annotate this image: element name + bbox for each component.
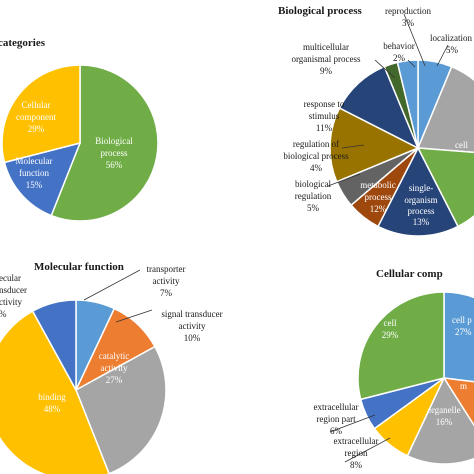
pie-slice-catalytic-activity (75, 345, 167, 474)
chart3-label-binding: binding (38, 392, 66, 402)
chart4-label-exr-1: extracellular (334, 436, 379, 446)
chart2-label-single-2: organism (404, 195, 437, 205)
leader-extracellular-region-part (329, 414, 376, 433)
chart3-label-moltrans-3: ctivity (0, 297, 22, 307)
chart1-label-molecular-2: function (19, 168, 49, 178)
chart3-label-catalytic-2: activity (101, 363, 128, 373)
pie-chart-cellular-component (357, 291, 474, 465)
chart3-label-signal-pct: 10% (184, 333, 201, 343)
chart2-label-single-pct: 13% (413, 217, 430, 227)
chart4-label-cell-pct: 29% (382, 330, 399, 340)
chart2-label-metabolic-pct: 12% (370, 204, 387, 214)
chart3-label-transporter-2: activity (153, 276, 180, 286)
chart2-label-regulation-1: regulation of (293, 139, 339, 149)
chart3-label-moltrans-pct: % (0, 309, 7, 319)
chart2-label-bioreg-2: regulation (295, 191, 332, 201)
chart4-label-exrp-pct: 6% (330, 426, 343, 436)
chart2-label-response-pct: 11% (316, 123, 333, 133)
pie-slice-metabolic-process (377, 146, 459, 237)
chart3-label-transporter-1: transporter (147, 264, 186, 274)
chart4-label-organelle: organelle (427, 405, 460, 415)
chart4-title: Cellular comp (376, 268, 443, 280)
pie-chart-molecular-function (0, 299, 167, 474)
chart3-label-catalytic-pct: 27% (106, 375, 123, 385)
pie-slice-response-to-stimulus (329, 107, 420, 183)
chart2-label-regulation-pct: 4% (310, 163, 323, 173)
pie-slice-reproduction (396, 59, 419, 149)
pie-slice-molecular-transducer-activity (31, 299, 77, 391)
chart3-label-moltrans-2: nsducer (0, 285, 27, 295)
leader-behavior (407, 59, 416, 68)
chart1-label-cellular-2: component (16, 112, 56, 122)
leader-multicellular (374, 59, 396, 79)
leader-biological-regulation (327, 173, 361, 187)
chart3-title: Molecular function (34, 261, 124, 273)
pie-slice-organelle (406, 376, 474, 465)
chart2-label-behavior: behavior (383, 41, 415, 51)
pie-slice-binding (0, 310, 111, 474)
chart2-label-single-1: single- (409, 183, 434, 193)
chart4-label-exrp-1: extracellular (314, 402, 359, 412)
chart2-label-metabolic-1: metabolic (360, 180, 396, 190)
chart4-label-exrp-2: region part (316, 414, 356, 424)
chart4-label-cellpart: cell p (452, 315, 472, 325)
chart2-label-response-2: stimulus (309, 111, 340, 121)
chart1-label-molecular-pct: 15% (26, 180, 43, 190)
chart2-label-reproduction-pct: 3% (402, 18, 415, 28)
pie-slice-cell (357, 291, 445, 401)
chart2-label-reproduction: reproduction (385, 6, 431, 16)
chart2-label-bioreg-1: biological (295, 179, 331, 189)
leader-lines (83, 13, 449, 463)
chart1-title: categories (0, 37, 46, 49)
chart3-label-signal-2: activity (179, 321, 206, 331)
chart3-label-catalytic-1: catalytic (99, 351, 129, 361)
leader-extracellular-region (344, 437, 391, 463)
chart1-label-biological-2: process (101, 148, 128, 158)
pie-slice-cell-part (443, 291, 474, 383)
pie-slice-cellular-process (416, 65, 474, 154)
chart2-label-metabolic-2: process (365, 192, 392, 202)
chart4-label-cell: cell (384, 318, 397, 328)
chart1-label-biological-1: Biological (95, 136, 133, 146)
chart1-label-biological-pct: 56% (106, 160, 123, 170)
pie-slice-biological-process (50, 64, 159, 222)
chart3-label-moltrans-1: ecular (0, 273, 21, 283)
chart2-label-single-3: process (408, 206, 435, 216)
pie-chart-categories (1, 64, 159, 222)
chart2-label-multicellular-pct: 9% (320, 66, 333, 76)
chart2-label-bioreg-pct: 5% (307, 203, 320, 213)
chart2-label-regulation-2: biological process (283, 151, 349, 161)
chart1-label-cellular-pct: 29% (28, 124, 45, 134)
pie-chart-biological-process (329, 59, 474, 237)
chart2-label-behavior-pct: 2% (393, 53, 406, 63)
pie-slice-single-organism-process (416, 147, 474, 228)
chart4-label-cellpart-pct: 27% (455, 327, 472, 337)
chart2-label-response-1: response to (304, 99, 345, 109)
chart2-title: Biological process (278, 5, 363, 17)
pie-slice-molecular-function (3, 141, 82, 217)
leader-regulation (341, 144, 365, 149)
leader-localization (436, 44, 449, 67)
chart2-label-cell: cell (455, 140, 468, 150)
leader-reproduction (403, 13, 426, 67)
pie-slice-cellular-component (1, 64, 81, 164)
chart1-label-molecular-1: Molecular (16, 156, 53, 166)
chart4-label-exr-2: region (345, 448, 368, 458)
chart2-label-multicellular-2: organismal process (291, 54, 361, 64)
chart2-label-localization-pct: 5% (446, 45, 459, 55)
leader-transporter (83, 269, 141, 301)
chart4-label-organelle-pct: 16% (436, 417, 453, 427)
chart3-label-binding-pct: 48% (44, 404, 61, 414)
chart3-label-transporter-pct: 7% (160, 288, 173, 298)
chart1-label-cellular-1: Cellular (22, 100, 51, 110)
chart4-label-exr-pct: 8% (350, 460, 363, 470)
chart4-label-membrane: m (460, 381, 467, 391)
chart3-label-signal-1: signal transducer (161, 309, 222, 319)
chart2-label-multicellular-1: multicellular (303, 42, 349, 52)
leader-signal (115, 309, 153, 323)
chart2-label-localization: localization (430, 33, 472, 43)
